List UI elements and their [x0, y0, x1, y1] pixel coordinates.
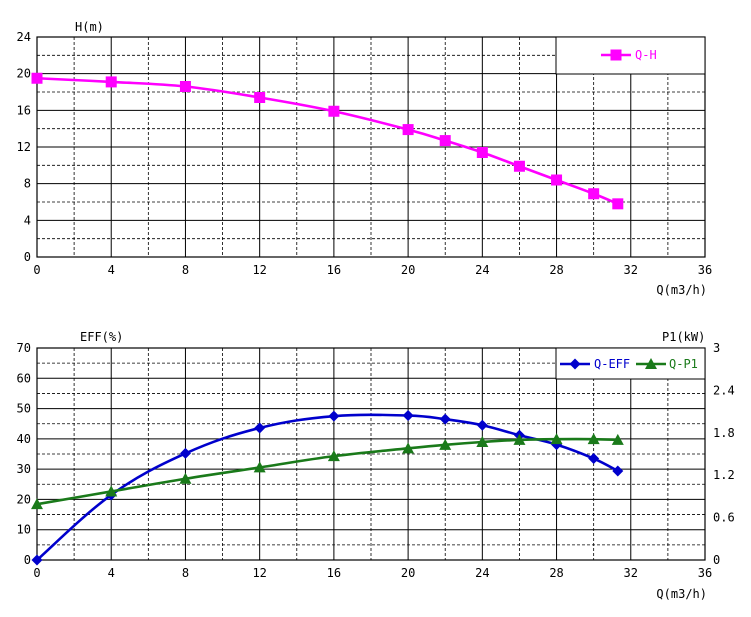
data-point-q-p1 [476, 435, 489, 447]
data-point-q-eff [612, 465, 624, 477]
x-tick-label: 16 [327, 566, 341, 580]
y-tick-label: 16 [17, 103, 31, 117]
x-tick-label: 20 [401, 566, 415, 580]
y-tick-label: 8 [24, 177, 31, 191]
y2-tick-label: 3 [713, 341, 720, 355]
data-point-q-p1 [402, 442, 415, 454]
y2-axis-title: P1(kW) [662, 330, 705, 344]
data-point-q-h [105, 76, 117, 88]
y-axis-title: H(m) [75, 20, 104, 34]
x-tick-label: 4 [108, 263, 115, 277]
data-point-q-h [31, 72, 43, 84]
data-point-q-eff [439, 413, 451, 425]
x-tick-label: 0 [33, 263, 40, 277]
data-point-q-eff [31, 554, 43, 566]
x-axis-title: Q(m3/h) [656, 587, 707, 601]
legend-swatch-marker [610, 49, 622, 61]
y2-tick-label: 1.2 [713, 468, 735, 482]
x-tick-label: 8 [182, 263, 189, 277]
series-line-q-eff [36, 413, 619, 561]
y-tick-label: 10 [17, 523, 31, 537]
y-tick-label: 0 [24, 553, 31, 567]
head-flow-chart: 0 4 8 12 16 20 24 28 32 36 0 4 8 12 16 20 24 H(m) Q(m3/h) Q… [17, 20, 713, 297]
y-tick-label: 4 [24, 213, 31, 227]
y-tick-label: 60 [17, 371, 31, 385]
data-point-q-eff [179, 447, 191, 459]
data-point-q-eff [328, 410, 340, 422]
x-tick-label: 28 [549, 263, 563, 277]
data-point-q-p1 [550, 433, 563, 445]
y-tick-label: 30 [17, 462, 31, 476]
x-tick-label: 36 [698, 566, 712, 580]
data-point-q-p1 [587, 433, 600, 445]
legend: Q-H [555, 36, 706, 75]
data-point-q-p1 [327, 450, 340, 462]
x-tick-label: 28 [549, 566, 563, 580]
data-point-q-h [439, 135, 451, 147]
x-tick-label: 32 [624, 263, 638, 277]
x-tick-label: 12 [252, 566, 266, 580]
series-line-q-h [36, 76, 619, 206]
x-tick-label: 0 [33, 566, 40, 580]
data-point-q-eff [476, 419, 488, 431]
x-tick-label: 20 [401, 263, 415, 277]
legend-label: Q-P1 [669, 357, 698, 371]
y2-tick-label: 2.4 [713, 383, 735, 397]
data-point-q-h [179, 81, 191, 92]
x-tick-label: 24 [475, 263, 489, 277]
y-tick-label: 40 [17, 432, 31, 446]
data-point-q-eff [588, 453, 600, 465]
x-tick-label: 8 [182, 566, 189, 580]
y2-tick-label: 0.6 [713, 511, 735, 525]
legend-swatch-marker [645, 358, 657, 369]
y-tick-label: 12 [17, 140, 31, 154]
data-point-q-h [402, 124, 414, 136]
y-tick-label: 0 [24, 250, 31, 264]
data-point-q-h [551, 174, 563, 186]
data-point-q-p1 [105, 485, 118, 497]
legend-swatch-marker [569, 358, 581, 370]
legend: Q-EFF Q-P1 [555, 347, 706, 380]
legend-label: Q-EFF [594, 357, 630, 371]
y2-tick-label: 1.8 [713, 426, 735, 440]
data-point-q-h [476, 147, 488, 158]
data-point-q-h [612, 198, 624, 210]
data-point-q-h [588, 188, 600, 200]
plot-border [36, 36, 706, 258]
data-point-q-p1 [179, 472, 192, 484]
y2-tick-label: 0 [713, 553, 720, 567]
efficiency-power-chart: 0 4 8 12 16 20 24 28 32 3601020304050607000.61.21… [17, 330, 735, 601]
y-tick-label: 24 [17, 30, 31, 44]
data-point-q-eff [254, 422, 266, 434]
data-point-q-eff [402, 410, 414, 422]
x-tick-label: 24 [475, 566, 489, 580]
data-point-q-p1 [513, 433, 526, 445]
x-tick-label: 32 [624, 566, 638, 580]
y-tick-label: 20 [17, 67, 31, 81]
data-point-q-h [513, 160, 525, 172]
x-tick-label: 36 [698, 263, 712, 277]
legend-label: Q-H [635, 48, 657, 62]
plot-border [36, 347, 706, 561]
x-axis-title: Q(m3/h) [656, 283, 707, 297]
data-point-q-p1 [253, 461, 266, 473]
series-line-q-p1 [36, 437, 618, 506]
data-point-q-p1 [611, 433, 624, 445]
data-point-q-p1 [31, 498, 43, 510]
y-tick-label: 20 [17, 492, 31, 506]
data-point-q-h [328, 105, 340, 117]
x-tick-label: 4 [108, 566, 115, 580]
x-tick-label: 16 [327, 263, 341, 277]
y-axis-title: EFF(%) [80, 330, 123, 344]
y-tick-label: 50 [17, 402, 31, 416]
y-tick-label: 70 [17, 341, 31, 355]
data-point-q-h [254, 92, 266, 103]
data-point-q-p1 [439, 438, 452, 450]
x-tick-label: 12 [252, 263, 266, 277]
